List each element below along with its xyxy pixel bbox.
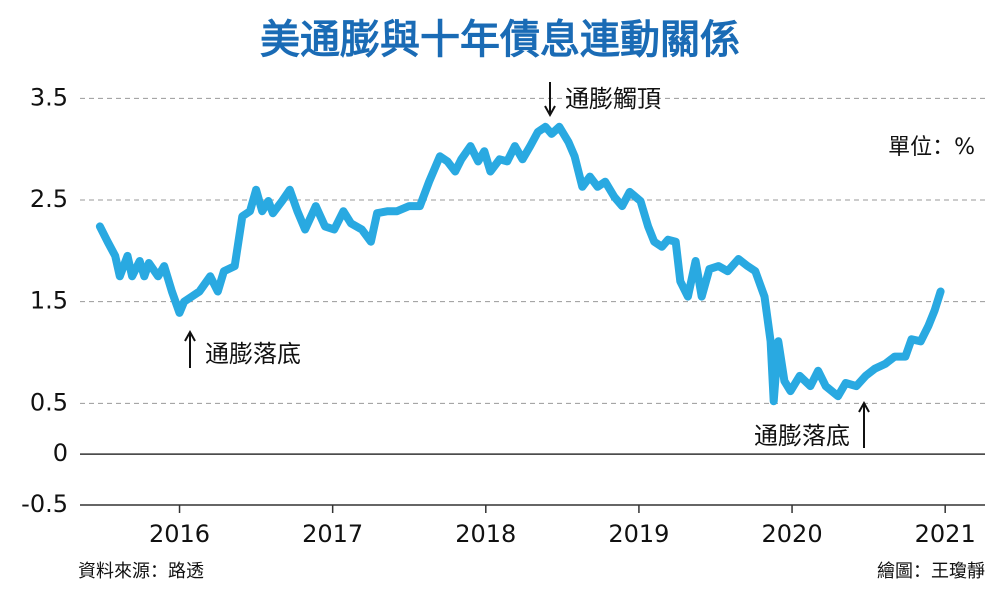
y-tick-label: 0.5 [30, 388, 68, 416]
y-tick-label: 0 [53, 439, 68, 467]
unit-label: 單位：% [888, 135, 975, 160]
annotation: 通膨觸頂 [565, 85, 661, 113]
x-tick-label: 2020 [762, 520, 823, 548]
arrow-head [544, 105, 556, 118]
credit: 繪圖：王瓊靜 [877, 561, 985, 582]
data-line [95, 122, 945, 406]
x-tick-label: 2019 [608, 520, 669, 548]
y-tick-label: -0.5 [21, 490, 68, 518]
y-tick-label: 3.5 [30, 83, 68, 111]
source: 資料來源：路透 [78, 561, 204, 582]
y-tick-label: 1.5 [30, 287, 68, 315]
arrow-head [184, 329, 196, 342]
chart-title: 美通膨與十年債息連動關係 [260, 17, 740, 63]
x-tick-label: 2017 [302, 520, 363, 548]
x-tick-label: 2021 [915, 520, 976, 548]
x-tick-label: 2018 [455, 520, 516, 548]
arrow-head [858, 400, 870, 413]
annotation: 通膨落底 [754, 422, 850, 450]
y-tick-label: 2.5 [30, 185, 68, 213]
annotation: 通膨落底 [205, 340, 301, 368]
x-tick-label: 2016 [149, 520, 210, 548]
